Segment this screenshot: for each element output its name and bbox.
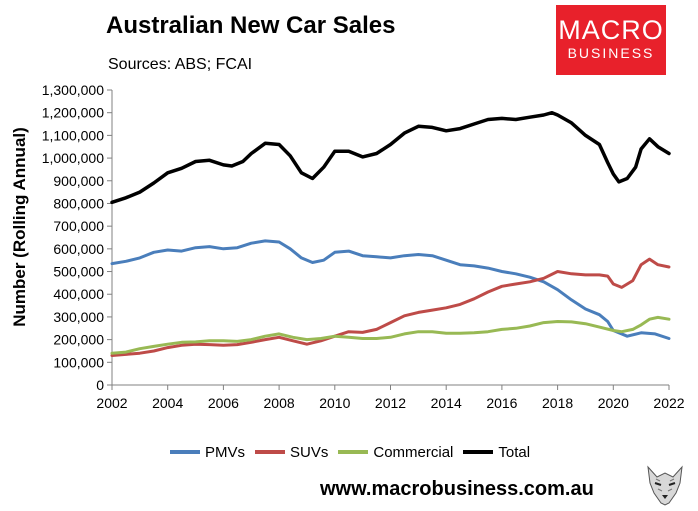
line-chart: 0 100,000 200,000 300,000 400,000 500,000 600,… — [42, 82, 685, 411]
x-tick-label: 2010 — [319, 395, 350, 411]
legend-swatch — [170, 450, 200, 454]
chart-legend: PMVs SUVs Commercial Total — [170, 442, 540, 462]
x-tick-label: 2018 — [542, 395, 573, 411]
chart-title: Australian New Car Sales — [106, 12, 396, 39]
legend-item-pmvs: PMVs — [170, 444, 245, 461]
x-tick-label: 2006 — [208, 395, 239, 411]
legend-label: PMVs — [205, 443, 246, 461]
series-line-pmvs — [110, 239, 671, 340]
x-tick-label: 2004 — [152, 395, 183, 411]
y-tick-label: 600,000 — [53, 241, 104, 257]
x-tick-label: 2016 — [486, 395, 517, 411]
legend-item-suvs: SUVs — [255, 444, 328, 461]
wolf-logo-icon — [642, 461, 688, 507]
y-tick-label: 0 — [96, 377, 104, 393]
legend-item-total: Total — [463, 444, 530, 461]
legend-label: Total — [498, 443, 531, 461]
y-tick-label: 300,000 — [53, 309, 104, 325]
footer-url[interactable]: www.macrobusiness.com.au — [320, 478, 594, 500]
series-line-commercial — [110, 315, 671, 355]
x-tick-label: 2020 — [598, 395, 629, 411]
legend-swatch — [338, 450, 369, 454]
y-tick-label: 400,000 — [53, 286, 104, 302]
y-tick-label: 500,000 — [53, 264, 104, 280]
y-tick-label: 700,000 — [53, 218, 104, 234]
legend-label: Commercial — [373, 443, 454, 461]
y-tick-label: 1,200,000 — [42, 105, 104, 121]
y-tick-label: 900,000 — [53, 173, 104, 189]
logo-line-macro: MACRO — [558, 15, 664, 45]
legend-label: SUVs — [290, 443, 329, 461]
x-tick-label: 2014 — [431, 395, 462, 411]
macrobusiness-logo: MACRO BUSINESS — [556, 5, 666, 75]
x-tick-label: 2002 — [96, 395, 127, 411]
logo-line-business: BUSINESS — [567, 45, 655, 61]
y-tick-label: 100,000 — [53, 354, 104, 370]
series-line-total — [110, 110, 671, 205]
y-tick-label: 1,100,000 — [42, 127, 104, 143]
x-tick-label: 2022 — [653, 395, 684, 411]
series-line-suvs — [110, 257, 671, 357]
legend-swatch — [463, 450, 494, 454]
y-tick-label: 800,000 — [53, 195, 104, 211]
y-tick-label: 200,000 — [53, 332, 104, 348]
y-tick-label: 1,300,000 — [42, 82, 104, 98]
x-tick-label: 2012 — [375, 395, 406, 411]
x-tick-label: 2008 — [264, 395, 295, 411]
chart-subtitle: Sources: ABS; FCAI — [108, 56, 253, 73]
legend-swatch — [255, 450, 286, 454]
legend-item-commercial: Commercial — [338, 444, 453, 461]
y-tick-label: 1,000,000 — [42, 150, 104, 166]
